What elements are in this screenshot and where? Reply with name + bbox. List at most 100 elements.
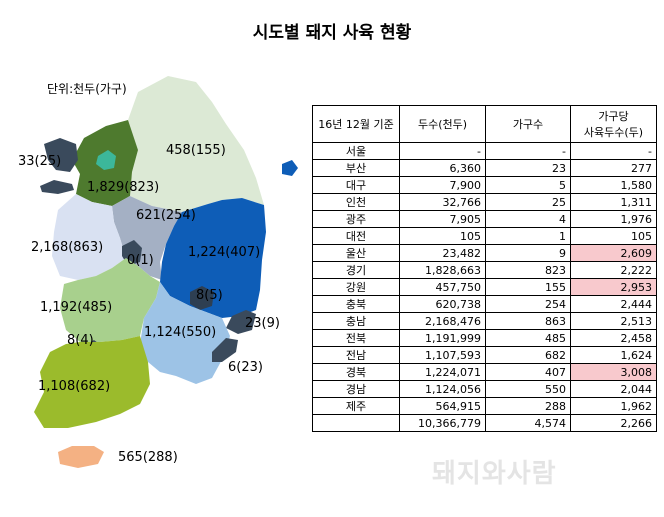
table-row: 인천 32,766 25 1,311 [312,193,657,211]
farms-cell: - [485,142,571,160]
heads-cell: 1,828,663 [399,261,486,279]
map-label-jeju: 565(288) [118,450,178,465]
region-cell: 대구 [312,176,400,194]
map-label-jeonnam: 1,108(682) [38,379,111,394]
map-label-gyeonggi: 1,829(823) [87,180,160,195]
region-cell [312,414,400,432]
farms-cell: 23 [485,159,571,177]
heads-cell: 1,191,999 [399,329,486,347]
chart-title: 시도별 돼지 사육 현황 [252,23,412,43]
farms-cell: 1 [485,227,571,245]
per-farm-cell: 105 [570,227,657,245]
table-row: 울산 23,482 9 2,609 [312,244,657,262]
farms-cell: 288 [485,397,571,415]
table-row: 경기 1,828,663 823 2,222 [312,261,657,279]
per-farm-cell: 2,444 [570,295,657,313]
heads-cell: - [399,142,486,160]
region-ulsan [226,310,256,334]
region-cell: 충남 [312,312,400,330]
table-row: 전북 1,191,999 485 2,458 [312,329,657,347]
heads-cell: 564,915 [399,397,486,415]
region-jeonnam [34,336,150,428]
heads-cell: 457,750 [399,278,486,296]
per-farm-cell: 1,624 [570,346,657,364]
farms-cell: 485 [485,329,571,347]
region-daegu [190,286,214,310]
farms-cell: 9 [485,244,571,262]
heads-cell: 7,905 [399,210,486,228]
table-row: 강원 457,750 155 2,953 [312,278,657,296]
watermark-logo: 돼지와사람 [432,459,557,489]
region-seoul [96,150,116,170]
korea-map [34,76,298,468]
region-cell: 대전 [312,227,400,245]
per-farm-cell: 1,962 [570,397,657,415]
heads-cell: 1,124,056 [399,380,486,398]
per-farm-cell: 2,953 [570,278,657,296]
region-cell: 제주 [312,397,400,415]
region-gyeongnam [140,282,230,384]
table-row: 제주 564,915 288 1,962 [312,397,657,415]
farms-cell: 4 [485,210,571,228]
table-row: 광주 7,905 4 1,976 [312,210,657,228]
farms-cell: 682 [485,346,571,364]
per-farm-cell: 2,609 [570,244,657,262]
per-farm-cell: 1,311 [570,193,657,211]
per-farm-cell: 1,580 [570,176,657,194]
header-line: 사육두수(두) [583,126,644,139]
map-label-chungnam: 2,168(863) [31,240,104,255]
region-gyeongbuk [160,198,266,318]
map-label-jeonbuk: 1,192(485) [40,300,113,315]
region-cell: 전북 [312,329,400,347]
farms-cell: 155 [485,278,571,296]
heads-cell: 1,107,593 [399,346,486,364]
per-farm-cell: - [570,142,657,160]
table-row: 10,366,779 4,574 2,266 [312,414,657,432]
farms-cell: 550 [485,380,571,398]
region-cell: 충북 [312,295,400,313]
table-body: 서울 - - - 부산 6,360 23 277 대구 7,900 5 1,580 인천 32,766 25… [312,142,657,432]
header-farm-count: 가구수 [485,105,571,143]
region-gangwon [128,76,264,212]
livestock-table: 16년 12월 기준 두수(천두) 가구수 가구당 사육두수(두) 서울 - - - 부산… [312,105,657,432]
farms-cell: 254 [485,295,571,313]
region-cell: 광주 [312,210,400,228]
heads-cell: 2,168,476 [399,312,486,330]
header-heads-per-farm: 가구당 사육두수(두) [570,105,657,143]
region-jeonbuk [60,258,160,342]
table-header-row: 16년 12월 기준 두수(천두) 가구수 가구당 사육두수(두) [312,105,657,143]
region-busan [212,338,238,362]
heads-cell: 1,224,071 [399,363,486,381]
region-jeju [58,446,104,468]
region-cell: 울산 [312,244,400,262]
farms-cell: 863 [485,312,571,330]
region-incheon [44,138,78,172]
region-cell: 경북 [312,363,400,381]
table-row: 충남 2,168,476 863 2,513 [312,312,657,330]
per-farm-cell: 277 [570,159,657,177]
region-cell: 강원 [312,278,400,296]
region-island-ulleung [282,160,298,176]
map-label-gyeongnam: 1,124(550) [144,325,217,340]
region-cell: 경기 [312,261,400,279]
header-head-count: 두수(천두) [399,105,486,143]
heads-cell: 6,360 [399,159,486,177]
table-row: 부산 6,360 23 277 [312,159,657,177]
map-label-chungbuk: 621(254) [136,208,196,223]
table-row: 경북 1,224,071 407 3,008 [312,363,657,381]
per-farm-cell: 2,222 [570,261,657,279]
region-cell: 전남 [312,346,400,364]
map-label-busan: 6(23) [228,360,263,375]
map-label-daejeon: 0(1) [127,253,154,268]
table-row: 경남 1,124,056 550 2,044 [312,380,657,398]
region-cell: 부산 [312,159,400,177]
farms-cell: 823 [485,261,571,279]
region-cell: 인천 [312,193,400,211]
heads-cell: 7,900 [399,176,486,194]
map-label-daegu: 8(5) [196,288,223,303]
per-farm-cell: 2,513 [570,312,657,330]
heads-cell: 620,738 [399,295,486,313]
per-farm-cell: 2,266 [570,414,657,432]
heads-cell: 32,766 [399,193,486,211]
heads-cell: 10,366,779 [399,414,486,432]
